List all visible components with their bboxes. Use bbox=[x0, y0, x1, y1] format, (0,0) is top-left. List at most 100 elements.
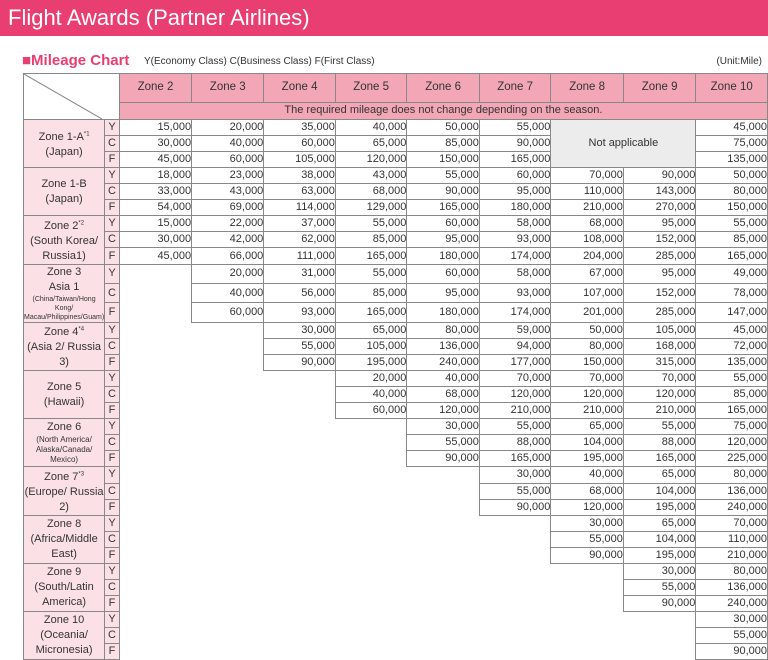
mileage-cell: 104,000 bbox=[622, 530, 697, 548]
table-row: C 55,000 68,000 104,000 136,000 bbox=[24, 482, 768, 500]
mileage-cell: 30,000 bbox=[695, 610, 768, 628]
mileage-cell: 66,000 bbox=[191, 247, 265, 265]
mileage-cell: 210,000 bbox=[695, 546, 768, 564]
mileage-cell: 94,000 bbox=[478, 337, 552, 356]
class-label-y: Y bbox=[104, 514, 120, 532]
mileage-cell: 30,000 bbox=[118, 135, 193, 152]
table-row: Zone 5 (Hawaii) Y 20,000 40,000 70,000 70,000 7… bbox=[22, 370, 768, 420]
mileage-cell: 195,000 bbox=[334, 354, 408, 372]
mileage-cell: 40,000 bbox=[191, 135, 265, 152]
mileage-cell: 165,000 bbox=[695, 247, 768, 265]
mileage-cell: 30,000 bbox=[550, 514, 624, 532]
mileage-cell: 75,000 bbox=[695, 135, 768, 152]
chart-subheader: ■Mileage Chart Y(Economy Class) C(Busine… bbox=[22, 52, 766, 70]
class-label-f: F bbox=[104, 642, 120, 660]
mileage-cell: 69,000 bbox=[191, 199, 265, 216]
class-label-c: C bbox=[104, 231, 120, 249]
mileage-cell: 90,000 bbox=[406, 183, 480, 200]
mileage-cell: 120,000 bbox=[695, 434, 768, 452]
mileage-cell: 201,000 bbox=[550, 302, 624, 323]
mileage-cell: 60,000 bbox=[191, 151, 265, 168]
mileage-cell: 150,000 bbox=[550, 354, 624, 372]
class-label-c: C bbox=[104, 282, 120, 304]
table-row: F 90,000 bbox=[24, 642, 768, 660]
mileage-cell: 85,000 bbox=[695, 386, 768, 404]
not-applicable-cell: Not applicable bbox=[550, 119, 697, 168]
mileage-cell: 85,000 bbox=[334, 231, 408, 249]
mileage-cell: 30,000 bbox=[478, 466, 552, 484]
mileage-cell: 15,000 bbox=[118, 214, 193, 233]
row-zone-label: Zone 10 (Oceania/ Micronesia) bbox=[22, 610, 106, 660]
mileage-cell: 120,000 bbox=[406, 402, 480, 420]
mileage-cell: 40,000 bbox=[406, 370, 480, 388]
blank-cell bbox=[119, 322, 264, 371]
mileage-cell: 60,000 bbox=[334, 402, 408, 420]
mileage-cell: 65,000 bbox=[622, 466, 697, 484]
row-zone-label: Zone 1-B (Japan) bbox=[22, 167, 106, 216]
mileage-cell: 270,000 bbox=[622, 199, 697, 216]
mileage-cell: 165,000 bbox=[334, 247, 408, 265]
mileage-cell: 40,000 bbox=[334, 119, 408, 136]
table-row: C 55,000 bbox=[24, 626, 768, 644]
mileage-cell: 93,000 bbox=[263, 302, 336, 323]
table-row: Zone 9 (South/Latin America) Y 30,000 80,000 bbox=[22, 562, 768, 612]
mileage-cell: 90,000 bbox=[406, 450, 480, 468]
mileage-cell: 165,000 bbox=[695, 402, 768, 420]
table-row: F 54,000 69,000 114,000 129,000 165,000 180,00… bbox=[24, 199, 768, 216]
mileage-cell: 70,000 bbox=[622, 370, 697, 388]
mileage-cell: 45,000 bbox=[695, 321, 768, 339]
mileage-cell: 42,000 bbox=[191, 231, 265, 249]
mileage-cell: 55,000 bbox=[695, 370, 768, 388]
class-label-c: C bbox=[104, 530, 120, 548]
mileage-cell: 195,000 bbox=[622, 498, 697, 516]
row-zone-label: Zone 2*2 (South Korea/ Russia1) bbox=[22, 215, 106, 265]
mileage-cell: 80,000 bbox=[406, 321, 480, 339]
mileage-cell: 45,000 bbox=[118, 247, 193, 265]
table-row: Zone 10 (Oceania/ Micronesia) Y 30,000 bbox=[22, 610, 768, 660]
mileage-cell: 195,000 bbox=[622, 546, 697, 564]
zone-header-row: Zone 2 Zone 3 Zone 4 Zone 5 Zone 6 Zone 7 Zone… bbox=[23, 73, 768, 120]
mileage-cell: 105,000 bbox=[622, 321, 697, 339]
mileage-cell: 31,000 bbox=[263, 263, 336, 284]
mileage-cell: 120,000 bbox=[622, 386, 697, 404]
mileage-cell: 165,000 bbox=[406, 199, 480, 216]
mileage-cell: 75,000 bbox=[695, 418, 768, 436]
mileage-cell: 80,000 bbox=[550, 337, 624, 356]
mileage-cell: 120,000 bbox=[334, 151, 408, 168]
mileage-cell: 55,000 bbox=[695, 626, 768, 644]
mileage-cell: 165,000 bbox=[478, 151, 552, 168]
row-zone-label: Zone 8 (Africa/Middle East) bbox=[22, 514, 106, 564]
page-banner: Flight Awards (Partner Airlines) bbox=[0, 0, 768, 36]
mileage-cell: 180,000 bbox=[406, 302, 480, 323]
table-row: F 60,000 93,000 165,000 180,000 174,000 201,00… bbox=[24, 302, 768, 323]
mileage-cell: 55,000 bbox=[478, 482, 552, 500]
mileage-cell: 15,000 bbox=[118, 119, 193, 136]
table-row: Zone 3 Asia 1 (China/Taiwan/Hong Kong/ Mac… bbox=[22, 263, 768, 323]
mileage-cell: 88,000 bbox=[622, 434, 697, 452]
mileage-cell: 174,000 bbox=[478, 247, 552, 265]
mileage-cell: 210,000 bbox=[478, 402, 552, 420]
mileage-cell: 136,000 bbox=[695, 578, 768, 596]
column-header-10: Zone 10 bbox=[695, 73, 768, 103]
table-row: C 40,000 68,000 120,000 120,000 120,000 85,000 bbox=[24, 386, 768, 404]
class-label-f: F bbox=[104, 402, 120, 420]
unit-label: (Unit:Mile) bbox=[716, 56, 762, 67]
mileage-cell: 30,000 bbox=[118, 231, 193, 249]
class-label-c: C bbox=[104, 434, 120, 452]
mileage-cell: 93,000 bbox=[478, 231, 552, 249]
mileage-cell: 143,000 bbox=[622, 183, 697, 200]
mileage-cell: 68,000 bbox=[550, 214, 624, 233]
mileage-cell: 152,000 bbox=[622, 282, 697, 304]
mileage-cell: 55,000 bbox=[695, 214, 768, 233]
mileage-cell: 33,000 bbox=[118, 183, 193, 200]
mileage-cell: 150,000 bbox=[695, 199, 768, 216]
mileage-cell: 22,000 bbox=[191, 214, 265, 233]
mileage-cell: 18,000 bbox=[118, 167, 193, 184]
class-label-c: C bbox=[104, 135, 120, 152]
mileage-cell: 68,000 bbox=[334, 183, 408, 200]
mileage-cell: 63,000 bbox=[263, 183, 336, 200]
class-label-f: F bbox=[104, 199, 120, 216]
mileage-cell: 240,000 bbox=[695, 594, 768, 612]
mileage-cell: 110,000 bbox=[695, 530, 768, 548]
mileage-cell: 50,000 bbox=[550, 321, 624, 339]
